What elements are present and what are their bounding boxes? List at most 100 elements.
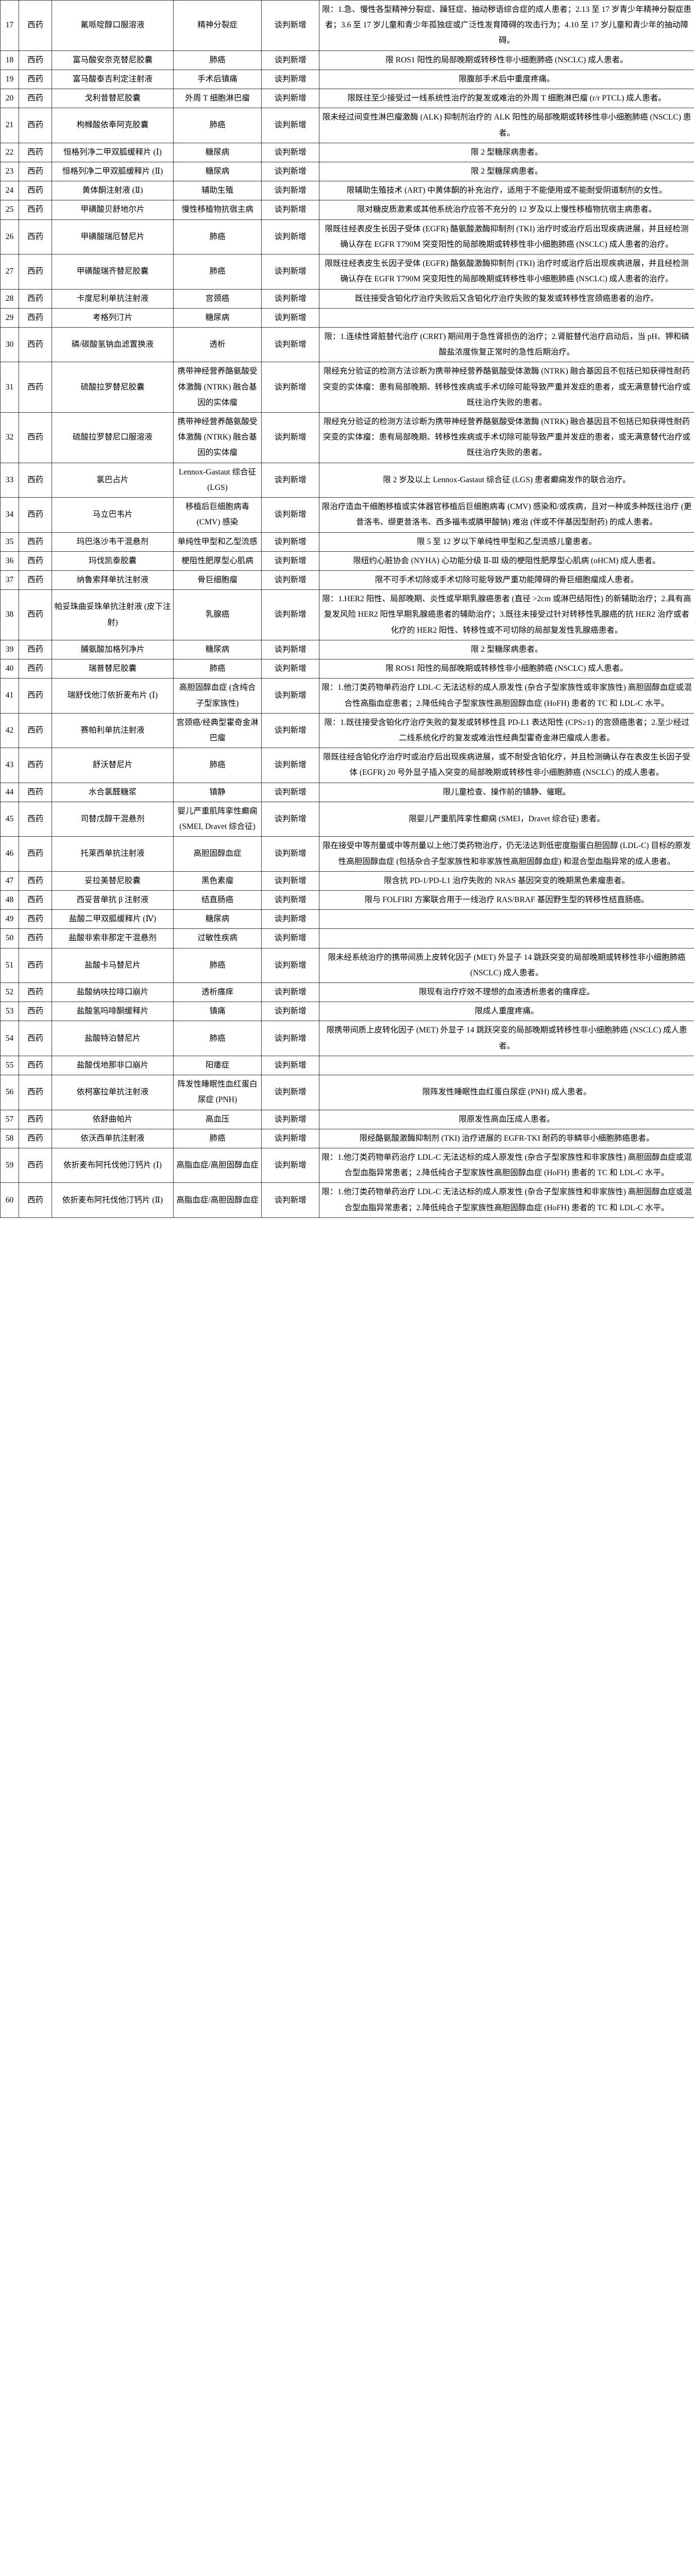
listing-type-cell: 谈判新增 <box>261 254 319 290</box>
listing-type-cell: 谈判新增 <box>261 69 319 90</box>
indication-cell: 阵发性睡眠性血红蛋白尿症 (PNH) <box>173 1075 262 1110</box>
indication-cell: 肺癌 <box>173 254 262 290</box>
listing-type-cell: 谈判新增 <box>261 928 319 948</box>
restriction-note-cell: 限：1.连续性肾脏替代治疗 (CRRT) 期间用于急性肾损伤的治疗；2.肾脏替代… <box>319 327 694 363</box>
row-index-cell: 46 <box>0 836 19 872</box>
indication-cell: 高血压 <box>173 1109 262 1129</box>
drug-category-cell: 西药 <box>19 1128 52 1149</box>
listing-type-cell: 谈判新增 <box>261 1055 319 1076</box>
restriction-note-cell: 既往接受含铂化疗治疗失败后又含铂化疗治疗失败的复发或转移性宫颈癌患者的治疗。 <box>319 289 694 309</box>
listing-type-cell: 谈判新增 <box>261 0 319 51</box>
indication-cell: 糖尿病 <box>173 909 262 929</box>
drug-name-cell: 依沃西单抗注射液 <box>52 1128 174 1149</box>
drug-category-cell: 西药 <box>19 181 52 201</box>
listing-type-cell: 谈判新增 <box>261 497 319 533</box>
drug-category-cell: 西药 <box>19 532 52 552</box>
indication-cell: 高胆固醇血症 (含纯合子型家族性) <box>173 678 262 714</box>
drug-name-cell: 盐酸二甲双胍缓释片 (Ⅳ) <box>52 909 174 929</box>
drug-category-cell: 西药 <box>19 0 52 51</box>
drug-name-cell: 卡度尼利单抗注射液 <box>52 289 174 309</box>
drug-name-cell: 瑞舒伐他汀依折麦布片 (Ⅰ) <box>52 678 174 714</box>
drug-name-cell: 水合氯醛糖浆 <box>52 782 174 802</box>
row-index-cell: 36 <box>0 551 19 571</box>
table-row: 51 西药 盐酸卡马替尼片 肺癌 谈判新增 限未经系统治疗的携带间质上皮转化因子 (MET… <box>0 947 694 984</box>
row-index-cell: 26 <box>0 219 19 255</box>
row-index-cell: 53 <box>0 1002 19 1022</box>
indication-cell: 携带神经营养酪氨酸受体激酶 (NTRK) 融合基因的实体瘤 <box>173 412 262 463</box>
drug-category-cell: 西药 <box>19 69 52 90</box>
row-index-cell: 45 <box>0 801 19 837</box>
table-row: 48 西药 西妥昔单抗 β 注射液 结直肠癌 谈判新增 限与 FOLFIRI 方案联合用于… <box>0 890 694 910</box>
restriction-note-cell: 限：1.他汀类药物单药治疗 LDL-C 无法达标的成人原发性 (杂合子型家族性或… <box>319 678 694 714</box>
indication-cell: 肺癌 <box>173 219 262 255</box>
drug-category-cell: 西药 <box>19 551 52 571</box>
drug-name-cell: 恒格列净二甲双胍缓释片 (Ⅱ) <box>52 161 174 182</box>
drug-name-cell: 司替戊醇干混悬剂 <box>52 801 174 837</box>
drug-category-cell: 西药 <box>19 412 52 463</box>
restriction-note-cell: 限现有治疗疗效不理想的血液透析患者的瘙痒症。 <box>319 982 694 1003</box>
drug-category-cell: 西药 <box>19 678 52 714</box>
indication-cell: 宫颈癌 <box>173 289 262 309</box>
indication-cell: 阳痿症 <box>173 1055 262 1076</box>
row-index-cell: 29 <box>0 308 19 328</box>
restriction-note-cell: 限既往经表皮生长因子受体 (EGFR) 酪氨酸激酶抑制剂 (TKI) 治疗时或治… <box>319 219 694 255</box>
row-index-cell: 39 <box>0 639 19 660</box>
drug-name-cell: 富马酸安奈克替尼胶囊 <box>52 50 174 70</box>
listing-type-cell: 谈判新增 <box>261 412 319 463</box>
indication-cell: 肺癌 <box>173 947 262 984</box>
row-index-cell: 27 <box>0 254 19 290</box>
drug-name-cell: 盐酸氢吗啡酮缓释片 <box>52 1002 174 1022</box>
table-row: 19 西药 富马酸泰吉利定注射液 手术后镇痛 谈判新增 限腹部手术后中重度疼痛。 <box>0 69 694 90</box>
listing-type-cell: 谈判新增 <box>261 659 319 679</box>
drug-name-cell: 帕妥珠曲妥珠单抗注射液 (皮下注射) <box>52 589 174 640</box>
drug-catalog-table: 17 西药 氟哌啶醇口服溶液 精神分裂症 谈判新增 限：1.急、慢性各型精神分裂症、躁狂症… <box>0 0 694 1218</box>
drug-category-cell: 西药 <box>19 570 52 590</box>
indication-cell: 黑色素瘤 <box>173 871 262 891</box>
listing-type-cell: 谈判新增 <box>261 181 319 201</box>
row-index-cell: 41 <box>0 678 19 714</box>
row-index-cell: 50 <box>0 928 19 948</box>
indication-cell: 移植后巨细胞病毒 (CMV) 感染 <box>173 497 262 533</box>
row-index-cell: 28 <box>0 289 19 309</box>
table-row: 17 西药 氟哌啶醇口服溶液 精神分裂症 谈判新增 限：1.急、慢性各型精神分裂症、躁狂症… <box>0 0 694 51</box>
restriction-note-cell: 限辅助生殖技术 (ART) 中黄体酮的补充治疗，适用于不能使用或不能耐受阴道制剂… <box>319 181 694 201</box>
table-row: 29 西药 考格列汀片 糖尿病 谈判新增 <box>0 308 694 328</box>
drug-category-cell: 西药 <box>19 947 52 984</box>
drug-category-cell: 西药 <box>19 219 52 255</box>
table-row: 36 西药 玛伐凯泰胶囊 梗阻性肥厚型心肌病 谈判新增 限纽约心脏协会 (NYHA) 心功… <box>0 551 694 571</box>
drug-name-cell: 氯巴占片 <box>52 462 174 498</box>
table-body: 17 西药 氟哌啶醇口服溶液 精神分裂症 谈判新增 限：1.急、慢性各型精神分裂症、躁狂症… <box>0 0 694 1218</box>
drug-category-cell: 西药 <box>19 1109 52 1129</box>
drug-category-cell: 西药 <box>19 1055 52 1076</box>
table-row: 20 西药 戈利昔替尼胶囊 外周 T 细胞淋巴瘤 谈判新增 限既往至少接受过一线系统性治疗… <box>0 89 694 109</box>
drug-name-cell: 考格列汀片 <box>52 308 174 328</box>
row-index-cell: 30 <box>0 327 19 363</box>
restriction-note-cell: 限：1.急、慢性各型精神分裂症、躁狂症、抽动秽语综合症的成人患者；2.13 至 … <box>319 0 694 51</box>
indication-cell: 宫颈癌/经典型霍奇金淋巴瘤 <box>173 713 262 749</box>
row-index-cell: 17 <box>0 0 19 51</box>
row-index-cell: 47 <box>0 871 19 891</box>
listing-type-cell: 谈判新增 <box>261 1002 319 1022</box>
row-index-cell: 55 <box>0 1055 19 1076</box>
drug-name-cell: 玛伐凯泰胶囊 <box>52 551 174 571</box>
drug-category-cell: 西药 <box>19 50 52 70</box>
row-index-cell: 33 <box>0 462 19 498</box>
drug-name-cell: 盐酸非索非那定干混悬剂 <box>52 928 174 948</box>
table-row: 41 西药 瑞舒伐他汀依折麦布片 (Ⅰ) 高胆固醇血症 (含纯合子型家族性) 谈判新增限… <box>0 678 694 714</box>
table-row: 33 西药 氯巴占片 Lennox-Gastaut 综合征 (LGS) 谈判新增限 2 … <box>0 462 694 498</box>
drug-name-cell: 硫酸拉罗替尼胶囊 <box>52 362 174 413</box>
table-row: 42 西药 赛帕利单抗注射液 宫颈癌/经典型霍奇金淋巴瘤 谈判新增 限：1.既往接受含铂化… <box>0 713 694 749</box>
table-row: 23 西药 恒格列净二甲双胍缓释片 (Ⅱ) 糖尿病 谈判新增限 2 型糖尿病患者。 <box>0 161 694 182</box>
table-row: 26 西药 甲磺酸瑞厄替尼片 肺癌 谈判新增 限既往经表皮生长因子受体 (EGFR) 酪氨… <box>0 219 694 255</box>
restriction-note-cell: 限与 FOLFIRI 方案联合用于一线治疗 RAS/BRAF 基因野生型的转移性… <box>319 890 694 910</box>
drug-name-cell: 氟哌啶醇口服溶液 <box>52 0 174 51</box>
listing-type-cell: 谈判新增 <box>261 639 319 660</box>
indication-cell: 镇静 <box>173 782 262 802</box>
listing-type-cell: 谈判新增 <box>261 200 319 220</box>
restriction-note-cell: 限既往至少接受过一线系统性治疗的复发或难治的外周 T 细胞淋巴瘤 (r/r PT… <box>319 89 694 109</box>
listing-type-cell: 谈判新增 <box>261 982 319 1003</box>
listing-type-cell: 谈判新增 <box>261 219 319 255</box>
drug-category-cell: 西药 <box>19 890 52 910</box>
row-index-cell: 58 <box>0 1128 19 1149</box>
table-row: 32 西药 硫酸拉罗替尼口服溶液 携带神经营养酪氨酸受体激酶 (NTRK) 融合基因的… <box>0 412 694 463</box>
